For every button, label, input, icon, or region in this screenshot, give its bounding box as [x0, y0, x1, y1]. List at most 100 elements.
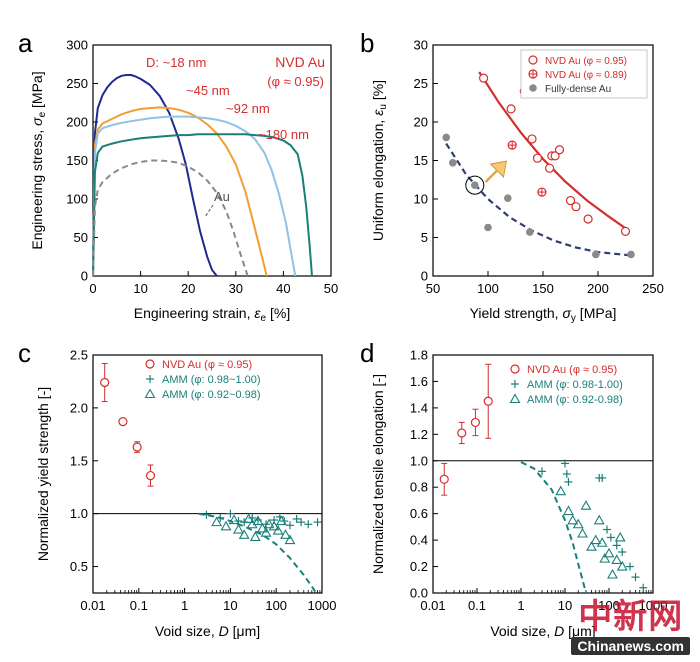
point-d-0 [439, 474, 449, 484]
panel-letter-c: c [18, 338, 31, 368]
annotation-92nm: ~92 nm [226, 101, 270, 116]
point-d-2 [599, 553, 611, 563]
plot-frame-b [432, 44, 654, 277]
x-tick-label: 1000 [639, 598, 668, 613]
x-tick-label: 150 [532, 281, 554, 296]
c-xlabel: Void size, D [μm] [155, 623, 260, 639]
fit-0 [478, 71, 630, 232]
d-xlabel: Void size, D [μm] [490, 623, 595, 639]
legend-marker [529, 84, 537, 92]
legend-marker [509, 393, 521, 404]
y-tick-label: 1.8 [410, 348, 428, 363]
point-c-0 [145, 470, 156, 481]
point-c-2 [263, 518, 275, 529]
x-tick-label: 100 [477, 281, 499, 296]
panel-a: a 0 10 20 30 40 50 0 50 100 150 200 250 300 Engineerin… [18, 28, 338, 324]
point-c-2 [243, 513, 255, 524]
point-c-2 [275, 515, 287, 526]
y-tick-label: 10 [414, 192, 428, 207]
point-d-2 [580, 500, 592, 510]
point-d-2 [596, 537, 608, 547]
point-b-2 [592, 250, 600, 259]
x-tick-label: 50 [426, 281, 440, 296]
x-tick-label: 40 [276, 281, 290, 296]
watermark: 中新网 Chinanews.com [571, 589, 690, 656]
point-b-0 [479, 73, 489, 83]
y-tick-label: 1.5 [70, 453, 88, 468]
point-d-0 [457, 428, 467, 438]
x-tick-label: 200 [587, 281, 609, 296]
curve-1 [92, 106, 268, 277]
annotation-18nm: D: ~18 nm [146, 55, 206, 70]
point-d-2 [616, 560, 628, 571]
point-b-0 [532, 153, 543, 163]
plot-frame-d [432, 354, 654, 594]
legend-marker [510, 364, 520, 374]
point-c-2 [260, 527, 272, 537]
fit-d-0 [520, 461, 587, 594]
annotation-45nm: ~45 nm [186, 83, 230, 98]
a-xlabel: Engineering strain, εe [%] [134, 305, 290, 324]
point-d-2 [563, 505, 574, 516]
y-tick-label: 150 [66, 153, 88, 168]
point-c-2 [233, 523, 244, 534]
panel-b: b 50 100 150 200 250 0 5 10 15 20 25 30 Yield strengt… [360, 28, 664, 324]
point-c-2 [280, 529, 291, 539]
point-d-2 [590, 534, 602, 545]
point-b-2 [442, 133, 451, 142]
x-tick-label: 10 [223, 598, 237, 613]
panel-d: d 0.01 0.1 1 10 100 1000 0.0 0.2 0.4 0.6 0.8 1.0 1.2 1… [360, 338, 667, 639]
legend-sub-a: (φ ≈ 0.95) [267, 74, 324, 89]
point-c-2 [220, 520, 232, 531]
d-ylabel: Normalized tensile elongation [-] [370, 374, 386, 574]
annotation-180nm: ~180 nm [258, 127, 309, 142]
legend-label-d-2: AMM (φ: 0.92-0.98) [527, 394, 623, 406]
panel-letter-d: d [360, 338, 374, 368]
y-tick-label: 1.0 [70, 506, 88, 521]
x-tick-label: 30 [229, 281, 243, 296]
point-b-0 [527, 134, 537, 144]
y-tick-label: 0.6 [410, 506, 428, 521]
x-tick-label: 10 [133, 281, 147, 296]
y-tick-label: 2.0 [70, 400, 88, 415]
point-c-0 [118, 417, 128, 427]
x-tick-label: 0.1 [130, 598, 148, 613]
point-c-2 [272, 524, 284, 535]
y-tick-label: 25 [414, 76, 428, 91]
x-tick-label: 1000 [308, 598, 337, 613]
point-b-2 [484, 223, 492, 232]
point-d-0 [470, 417, 481, 428]
legend-marker [145, 359, 155, 369]
y-tick-label: 300 [66, 38, 88, 53]
point-b-0 [544, 163, 555, 173]
point-d-2 [603, 547, 615, 558]
point-b-2 [504, 194, 512, 203]
highlight-circle [465, 175, 485, 195]
point-c-2 [211, 516, 223, 527]
y-tick-label: 5 [421, 230, 428, 245]
point-c-2 [238, 529, 250, 539]
x-tick-label: 250 [642, 281, 664, 296]
point-c-2 [268, 520, 280, 531]
curve-0 [92, 74, 218, 277]
point-c-2 [228, 514, 240, 525]
panel-c: c 0.01 0.1 1 10 100 1000 0.5 1.0 1.5 2.0 2.5 Void si… [18, 338, 336, 639]
legend-label-c-0: NVD Au (φ ≈ 0.95) [162, 359, 252, 371]
point-b-0 [506, 104, 516, 114]
y-tick-label: 0.8 [410, 480, 428, 495]
x-tick-label: 100 [265, 598, 287, 613]
point-c-2 [284, 534, 296, 545]
curve-2 [92, 115, 297, 277]
watermark-en: Chinanews.com [571, 637, 690, 655]
point-c-0 [100, 377, 110, 388]
point-b-2 [627, 250, 635, 259]
y-tick-label: 200 [66, 115, 88, 130]
y-tick-label: 250 [66, 76, 88, 91]
annotation-au: Au [214, 189, 230, 204]
y-tick-label: 50 [74, 230, 88, 245]
legend-title-a: NVD Au [275, 54, 325, 70]
point-d-2 [593, 514, 605, 525]
legend-label-b-2: Fully-dense Au [545, 84, 611, 95]
y-tick-label: 1.6 [410, 374, 428, 389]
legend-label-c-1: AMM (φ: 0.98~1.00) [162, 374, 261, 386]
